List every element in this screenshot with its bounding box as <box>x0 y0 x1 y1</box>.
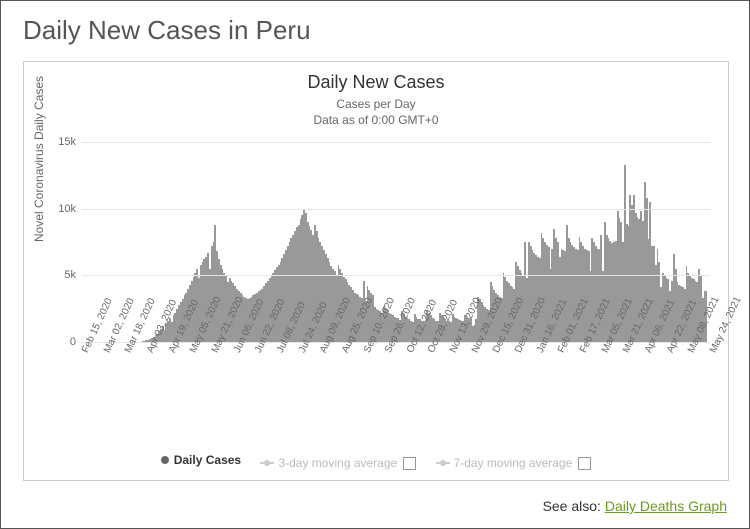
plot-area[interactable]: 05k10k15k <box>82 142 710 342</box>
checkbox-icon[interactable] <box>403 457 416 470</box>
ytick-label: 0 <box>70 336 76 348</box>
footer: See also: Daily Deaths Graph <box>543 498 727 514</box>
gridline <box>82 142 710 143</box>
chart-subtitle: Cases per Day Data as of 0:00 GMT+0 <box>24 97 728 128</box>
ytick-label: 10k <box>58 203 76 215</box>
bars-container <box>82 142 710 342</box>
line-marker-icon <box>436 462 450 464</box>
chart-title: Daily New Cases <box>24 72 728 93</box>
footer-prefix: See also: <box>543 498 605 514</box>
circle-marker-icon <box>161 456 169 464</box>
ytick-label: 15k <box>58 136 76 148</box>
page-container: Daily New Cases in Peru Daily New Cases … <box>0 0 750 529</box>
legend-3day-ma[interactable]: 3-day moving average <box>260 456 416 470</box>
legend: Daily Cases 3-day moving average 7-day m… <box>24 453 728 470</box>
gridline <box>82 209 710 210</box>
checkbox-icon[interactable] <box>578 457 591 470</box>
chart-subtitle-line2: Data as of 0:00 GMT+0 <box>313 113 438 127</box>
line-marker-icon <box>260 462 274 464</box>
legend-3day-ma-label: 3-day moving average <box>278 456 397 470</box>
legend-daily-cases-label: Daily Cases <box>174 453 241 467</box>
page-title: Daily New Cases in Peru <box>23 15 749 46</box>
legend-7day-ma-label: 7-day moving average <box>454 456 573 470</box>
yaxis-label: Novel Coronavirus Daily Cases <box>32 76 46 242</box>
chart-subtitle-line1: Cases per Day <box>336 97 415 111</box>
ytick-label: 5k <box>64 269 76 281</box>
chart-panel: Daily New Cases Cases per Day Data as of… <box>23 61 729 481</box>
xaxis-labels: Feb 15, 2020Mar 02, 2020Mar 18, 2020Apr … <box>82 346 710 436</box>
daily-deaths-link[interactable]: Daily Deaths Graph <box>605 498 727 514</box>
legend-daily-cases[interactable]: Daily Cases <box>161 453 241 467</box>
legend-7day-ma[interactable]: 7-day moving average <box>436 456 592 470</box>
gridline <box>82 275 710 276</box>
